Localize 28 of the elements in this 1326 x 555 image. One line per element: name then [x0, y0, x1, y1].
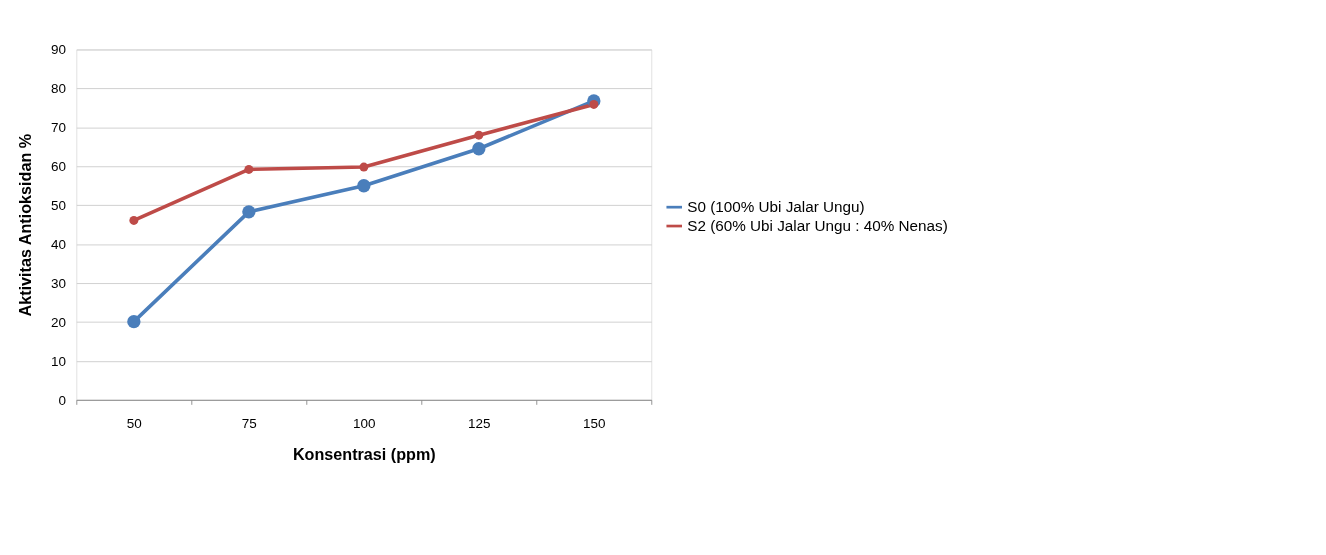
y-tick-label: 90: [51, 42, 67, 58]
x-tick-label: 50: [126, 416, 142, 432]
y-tick-label: 60: [51, 159, 67, 175]
y-tick-label: 50: [51, 198, 67, 214]
x-tick-label: 150: [583, 416, 606, 432]
y-tick-label: 70: [51, 120, 67, 136]
point: [244, 164, 254, 174]
point: [589, 99, 599, 109]
y-tick-label: 80: [51, 81, 67, 97]
legend-label: S0 (100% Ubi Jalar Ungu): [687, 197, 865, 215]
legend-label: S2 (60% Ubi Jalar Ungu : 40% Nenas): [687, 216, 948, 234]
point: [357, 179, 371, 193]
point: [127, 314, 141, 329]
point: [242, 205, 256, 219]
point: [472, 142, 486, 156]
y-axis-title: Aktivitas Antioksidan %: [16, 133, 35, 317]
y-tick-label: 40: [51, 237, 67, 253]
point: [359, 162, 369, 172]
y-tick-label: 0: [58, 392, 67, 408]
y-tick-label: 10: [51, 353, 67, 369]
point: [129, 215, 139, 225]
point: [474, 130, 484, 140]
x-tick-label: 100: [353, 416, 376, 432]
x-tick-label: 75: [241, 416, 257, 432]
y-tick-label: 20: [51, 314, 67, 330]
y-tick-label: 30: [51, 276, 67, 292]
x-tick-label: 125: [468, 416, 491, 432]
x-axis-title: Konsentrasi (ppm): [292, 444, 436, 463]
